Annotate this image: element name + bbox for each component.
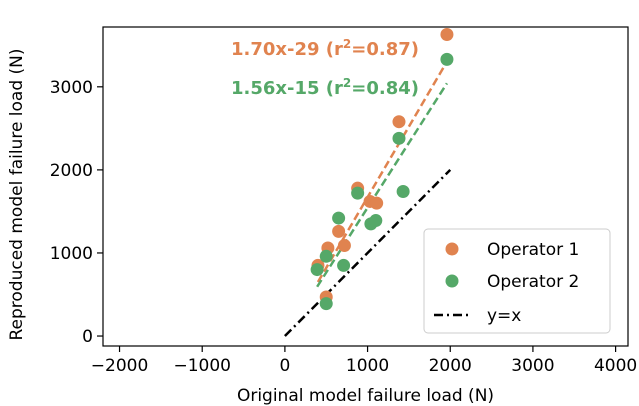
- fit-line-2: [316, 82, 448, 288]
- reference-line-y-equals-x: [284, 169, 452, 337]
- x-tick-label: −2000: [91, 356, 149, 376]
- data-point-operator-2: [319, 249, 333, 263]
- fit-equation-1: 1.70x-29 (r2=0.87): [231, 37, 419, 60]
- data-point-operator-1: [332, 224, 346, 238]
- data-point-operator-1: [440, 27, 454, 41]
- data-point-operator-1: [370, 196, 384, 210]
- data-point-operator-2: [351, 186, 365, 200]
- y-tick-label: 2000: [50, 161, 93, 181]
- legend-box: [423, 228, 611, 334]
- legend-label-operator-2: Operator 2: [487, 272, 579, 292]
- x-tick-label: 4000: [594, 356, 637, 376]
- x-tick-label: 0: [279, 356, 290, 376]
- legend-marker-operator-2: [445, 274, 459, 288]
- axes-layer: −2000 −1000 0 1000 2000 3000 4000 0 1000 2000 3000…: [7, 26, 637, 406]
- x-axis-label: Original model failure load (N): [237, 386, 494, 406]
- x-tick-label: 2000: [429, 356, 472, 376]
- legend-label-operator-1: Operator 1: [487, 240, 579, 260]
- x-tick-label: 3000: [511, 356, 554, 376]
- data-point-operator-1: [392, 115, 406, 129]
- data-point-operator-2: [319, 297, 333, 311]
- fit-equation-2: 1.56x-15 (r2=0.84): [231, 76, 419, 99]
- data-point-operator-1: [337, 238, 351, 252]
- data-point-operator-2: [337, 258, 351, 272]
- data-point-operator-2: [310, 263, 324, 277]
- plot-frame: [102, 26, 629, 347]
- data-point-operator-2: [440, 52, 454, 66]
- x-tick-label: 1000: [346, 356, 389, 376]
- data-point-operator-2: [369, 214, 383, 228]
- y-tick-label: 3000: [50, 78, 93, 98]
- data-point-operator-2: [396, 184, 410, 198]
- points-layer: [310, 27, 454, 311]
- annotations-layer: 1.70x-29 (r2=0.87) 1.56x-15 (r2=0.84): [231, 37, 419, 99]
- legend-marker-operator-1: [445, 242, 459, 256]
- y-tick-label: 1000: [50, 244, 93, 264]
- y-tick-label: 0: [82, 327, 93, 347]
- data-point-operator-2: [392, 131, 406, 145]
- legend-label-reference: y=x: [487, 306, 521, 326]
- x-tick-label: −1000: [173, 356, 231, 376]
- y-axis-label: Reproduced model failure load (N): [7, 48, 27, 340]
- legend: Operator 1 Operator 2 y=x: [423, 228, 611, 334]
- data-point-operator-2: [332, 211, 346, 225]
